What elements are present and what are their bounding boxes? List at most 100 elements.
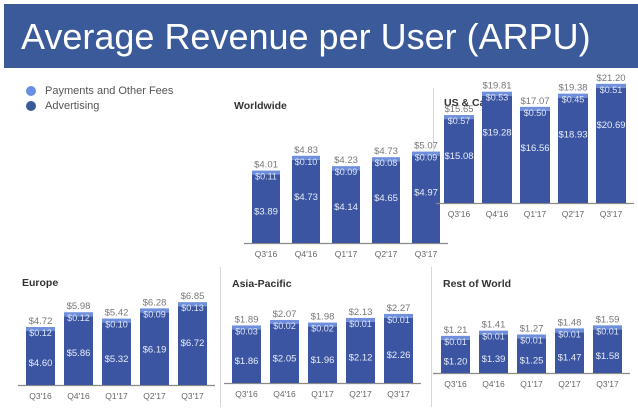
bar-advertising [593,329,622,373]
label-advertising: $1.20 [444,356,468,367]
label-advertising: $3.89 [254,207,278,218]
bar-payments [252,170,280,175]
label-payments: $0.11 [255,172,277,182]
chart-title: Worldwide [234,100,287,112]
chart-title: Rest of World [443,278,511,290]
label-payments: $0.01 [349,319,372,329]
bar-payments [596,83,626,88]
bar-advertising [252,174,280,243]
bar-advertising [482,95,512,203]
chart-svg: Worldwide$0.11$3.89$4.01Q3'16$0.10$4.73$… [234,100,448,259]
label-advertising: $1.25 [520,356,544,367]
legend-item-advertising: Advertising [26,98,173,113]
bar-payments [26,327,55,332]
legend-dot-icon [26,85,36,96]
bar-advertising [102,322,131,385]
legend-dot-icon [26,100,36,111]
bar-advertising [384,317,413,383]
bar-advertising [479,334,508,373]
x-tick-label: Q3'17 [181,391,204,401]
label-payments: $0.01 [482,332,505,342]
bar-advertising [270,323,299,383]
label-payments: $0.50 [524,108,547,118]
bar-advertising [444,119,474,203]
label-advertising: $6.72 [181,338,205,349]
label-total: $1.21 [444,325,468,336]
legend-label: Advertising [45,99,100,112]
label-advertising: $1.39 [482,354,506,365]
label-advertising: $1.86 [235,356,259,367]
label-advertising: $4.60 [29,358,53,369]
label-payments: $0.08 [375,158,398,168]
x-tick-label: Q3'16 [29,391,52,401]
chart-title: Europe [22,277,58,289]
chart-worldwide: Worldwide $0.11 $3.89 $4.01 Q3'16 $0.10 $4.73 $… [222,95,448,259]
label-payments: $0.51 [600,85,623,95]
label-payments: $0.12 [29,328,52,338]
bar-advertising [292,159,320,243]
bar-advertising [520,110,550,203]
bar-payments [593,325,622,330]
x-tick-label: Q3'17 [415,249,438,259]
label-payments: $0.12 [67,313,90,323]
label-total: $1.59 [596,314,620,325]
label-advertising: $18.93 [558,130,587,141]
bar-advertising [308,326,337,383]
bar-payments [178,302,207,307]
bar-advertising [555,332,584,373]
label-total: $2.13 [349,307,373,318]
bar-payments [64,312,93,317]
label-payments: $0.02 [273,321,296,331]
bar-advertising [372,161,400,243]
x-tick-label: Q2'17 [558,379,581,389]
label-total: $6.85 [181,291,205,302]
x-tick-label: Q1'17 [311,389,334,399]
label-total: $4.73 [374,146,398,157]
label-advertising: $16.56 [520,143,549,154]
bar-advertising [517,338,546,373]
x-tick-label: Q3'17 [387,389,410,399]
bar-payments [520,106,550,111]
label-advertising: $2.26 [387,350,411,361]
bar-payments [412,151,440,156]
label-total: $2.07 [273,309,297,320]
x-tick-label: Q3'17 [600,209,623,219]
label-total: $1.27 [520,323,544,334]
label-advertising: $4.65 [374,193,398,204]
label-advertising: $5.86 [67,348,91,359]
label-advertising: $15.08 [444,151,473,162]
chart-title: Asia-Pacific [232,278,292,290]
x-tick-label: Q3'16 [448,209,471,219]
label-payments: $0.01 [520,335,543,345]
chart-europe: Europe $0.12 $4.60 $4.72 Q3'16 $0.12 $5.86 $5.9… [8,275,218,410]
label-advertising: $1.96 [311,355,335,366]
bar-advertising [412,155,440,243]
page-title: Average Revenue per User (ARPU) [21,16,591,57]
chart-us-canada: US & Canada $0.57 $15.08 $15.65 Q3'16 $0.53 $1… [436,73,638,235]
chart-asia-pacific: Asia-Pacific $0.03 $1.86 $1.89 Q3'16 $0.02 $2.… [222,275,432,410]
label-payments: $0.10 [105,320,128,330]
label-total: $19.81 [482,81,511,92]
bar-advertising [178,306,207,385]
label-total: $17.07 [520,96,549,107]
x-tick-label: Q4'16 [295,249,318,259]
bar-advertising [140,312,169,385]
bar-advertising [441,339,470,373]
label-payments: $0.13 [181,303,204,313]
label-total: $4.72 [29,316,53,327]
bar-advertising [332,170,360,243]
label-total: $15.65 [444,104,473,115]
label-total: $4.23 [334,155,358,166]
x-tick-label: Q1'17 [520,379,543,389]
chart-svg: US & Canada$0.57$15.08$15.65Q3'16$0.53$1… [436,73,634,219]
label-advertising: $6.19 [143,344,167,355]
bar-payments [555,328,584,333]
x-tick-label: Q2'17 [143,391,166,401]
divider [220,267,221,407]
bar-payments [332,166,360,171]
legend: Payments and Other Fees Advertising [26,83,173,113]
legend-label: Payments and Other Fees [45,84,174,97]
label-payments: $0.10 [295,157,318,167]
bar-advertising [26,331,55,385]
label-total: $5.07 [414,141,438,152]
